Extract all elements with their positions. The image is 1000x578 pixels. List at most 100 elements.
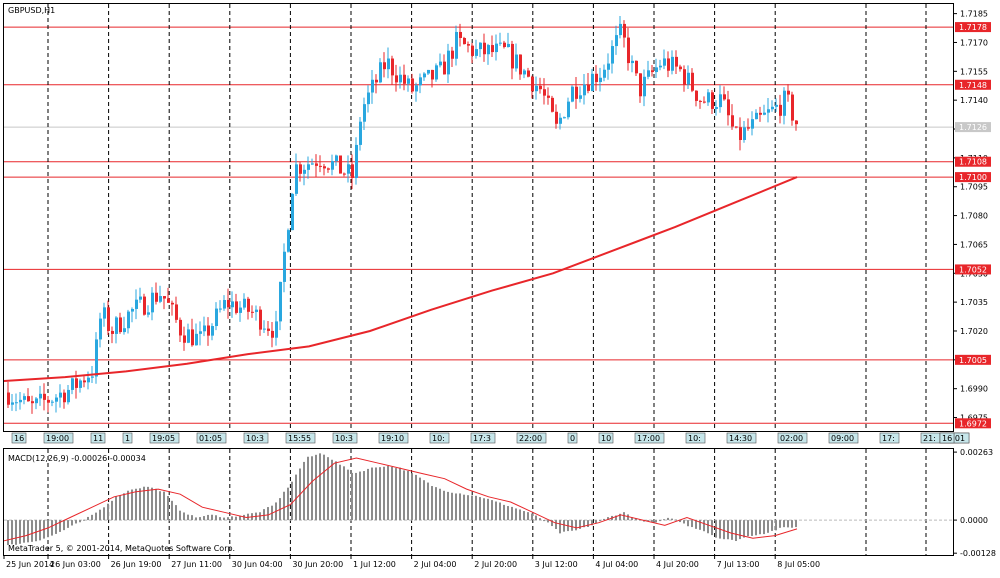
candle-body	[47, 399, 50, 403]
time-marker-label: 01:05	[199, 434, 222, 443]
macd-signal-line	[3, 457, 798, 542]
candle-body	[699, 100, 702, 102]
level-tag	[955, 418, 991, 429]
macd-histogram-bar	[395, 468, 397, 521]
macd-histogram-bar	[675, 519, 677, 521]
time-marker-box[interactable]	[828, 432, 859, 444]
macd-histogram-bar	[191, 515, 193, 521]
macd-histogram-bar	[523, 511, 525, 521]
macd-histogram-bar	[603, 518, 605, 521]
time-marker-box[interactable]	[90, 432, 106, 444]
macd-histogram-bar	[175, 505, 177, 521]
candle-body	[87, 377, 90, 383]
time-marker-box[interactable]	[567, 432, 578, 444]
time-marker-box[interactable]	[122, 432, 133, 444]
time-marker-box[interactable]	[634, 432, 665, 444]
macd-histogram-bar	[171, 500, 173, 521]
candle-body	[151, 292, 154, 313]
macd-histogram-bar	[391, 466, 393, 521]
macd-histogram-bar	[467, 495, 469, 521]
time-marker-box[interactable]	[726, 432, 757, 444]
candle-body	[435, 65, 438, 80]
time-tick-label: 26 Jun 03:00	[50, 560, 101, 569]
time-tick-label: 3 Jul 12:00	[535, 560, 578, 569]
price-tick-label: 1.6975	[960, 414, 988, 423]
candle-body	[379, 62, 382, 83]
candle-body	[115, 317, 118, 334]
macd-histogram-bar	[303, 461, 305, 521]
macd-histogram-bar	[339, 464, 341, 521]
candle-body	[143, 296, 146, 315]
candle-body	[667, 58, 670, 71]
macd-histogram-bar	[15, 520, 17, 545]
macd-histogram-bar	[767, 520, 769, 533]
time-marker-label: 14:30	[729, 434, 752, 443]
macd-histogram-bar	[455, 493, 457, 521]
time-marker-box[interactable]	[285, 432, 316, 444]
time-marker-box[interactable]	[243, 432, 269, 444]
macd-histogram-bar	[511, 506, 513, 521]
macd-histogram-bar	[99, 509, 101, 521]
time-marker-box[interactable]	[516, 432, 547, 444]
macd-histogram-bar	[571, 520, 573, 531]
macd-histogram-bar	[199, 517, 201, 521]
moving-average-line	[3, 176, 798, 382]
candle-body	[359, 121, 362, 145]
time-marker-box[interactable]	[378, 432, 409, 444]
time-marker-box[interactable]	[429, 432, 450, 444]
candle-body	[727, 99, 730, 116]
time-tick-label: 1 Jul 12:00	[353, 560, 396, 569]
time-marker-box[interactable]	[777, 432, 808, 444]
macd-histogram-bar	[431, 486, 433, 521]
candle-body	[375, 79, 378, 83]
time-marker-box[interactable]	[470, 432, 496, 444]
time-marker-label: 19:00	[46, 434, 69, 443]
macd-histogram-bar	[451, 492, 453, 521]
macd-histogram-bar	[147, 486, 149, 521]
macd-histogram-bar	[87, 516, 89, 521]
macd-histogram-bar	[267, 507, 269, 521]
time-marker-box[interactable]	[879, 432, 900, 444]
time-marker-box[interactable]	[598, 432, 614, 444]
candle-body	[455, 31, 458, 59]
macd-histogram-bar	[131, 489, 133, 521]
time-marker-label: 11	[93, 434, 103, 443]
time-marker-box[interactable]	[149, 432, 180, 444]
macd-histogram-bar	[703, 520, 705, 532]
macd-histogram-bar	[31, 520, 33, 542]
time-marker-label: 17:00	[637, 434, 660, 443]
candle-body	[471, 45, 474, 56]
candle-body	[463, 37, 466, 45]
candle-body	[223, 300, 226, 309]
macd-histogram-bar	[71, 520, 73, 526]
time-marker-box[interactable]	[332, 432, 358, 444]
time-marker-box[interactable]	[685, 432, 706, 444]
macd-histogram-bar	[367, 468, 369, 521]
candle-body	[79, 380, 82, 388]
candle-body	[19, 399, 22, 403]
candle-body	[171, 302, 174, 305]
time-marker-box[interactable]	[43, 432, 74, 444]
macd-histogram-bar	[319, 453, 321, 521]
time-tick-label: 4 Jul 04:00	[595, 560, 638, 569]
candle-body	[263, 328, 266, 330]
macd-histogram-bar	[735, 520, 737, 542]
macd-histogram-bar	[627, 514, 629, 521]
candle-body	[687, 72, 690, 85]
macd-histogram-bar	[555, 520, 557, 530]
macd-histogram-bar	[7, 520, 9, 546]
candle-body	[303, 169, 306, 174]
time-marker-label: 10:3	[246, 434, 264, 443]
macd-histogram-bar	[751, 520, 753, 536]
current-price-label: 1.7126	[959, 123, 987, 132]
macd-histogram-bar	[635, 518, 637, 521]
time-marker-label: 19:10	[381, 434, 404, 443]
time-marker-box[interactable]	[196, 432, 227, 444]
time-marker-box[interactable]	[11, 432, 27, 444]
candle-body	[391, 58, 394, 76]
candle-body	[459, 31, 462, 38]
time-marker-box[interactable]	[939, 432, 955, 444]
candle-body	[735, 126, 738, 128]
